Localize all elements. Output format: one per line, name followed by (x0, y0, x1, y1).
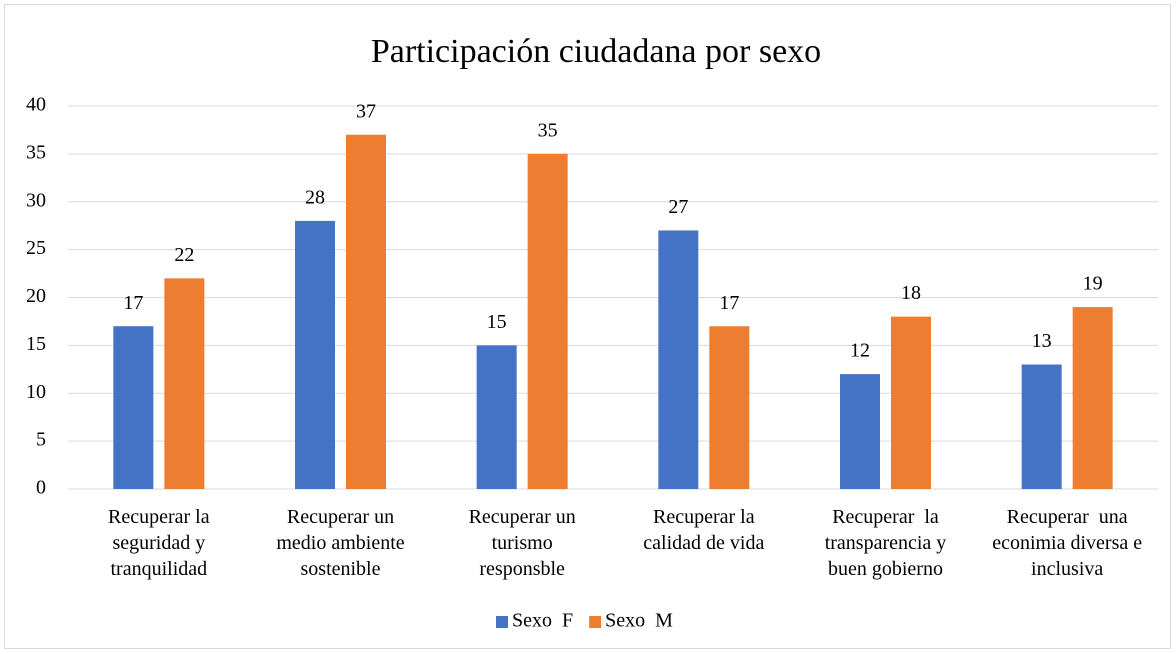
y-tick-label: 20 (26, 285, 46, 307)
bar (840, 374, 880, 489)
data-label: 17 (719, 292, 739, 314)
legend-swatch (496, 616, 508, 628)
data-label: 19 (1083, 273, 1103, 295)
bar (295, 220, 335, 489)
y-tick-label: 15 (26, 333, 46, 355)
x-tick-label: Recuperar la seguridad y tranquilidad (108, 506, 210, 580)
bar (658, 230, 699, 489)
y-tick-label: 10 (26, 381, 46, 403)
bar (1072, 307, 1113, 489)
data-label: 18 (901, 282, 921, 304)
bar (891, 316, 931, 489)
legend-label: Sexo F (512, 610, 573, 632)
x-tick-label: Recuperar la calidad de vida (643, 506, 764, 554)
y-tick-label: 30 (26, 189, 46, 211)
data-label: 37 (356, 100, 376, 122)
y-tick-label: 40 (26, 94, 46, 116)
x-tick-label: Recuperar una econimia diversa e inclusiva (992, 506, 1142, 580)
legend-label: Sexo M (605, 610, 673, 632)
legend-swatch (589, 616, 602, 628)
data-label: 28 (305, 186, 325, 208)
data-label: 15 (487, 311, 507, 333)
bar (164, 278, 205, 489)
x-tick-label: Recuperar un turismo responsble (469, 506, 576, 580)
y-tick-label: 0 (36, 477, 46, 499)
x-tick-label: Recuperar un medio ambiente sostenible (276, 506, 404, 580)
bar (709, 326, 750, 489)
data-label: 22 (174, 244, 194, 266)
data-label: 35 (538, 119, 558, 141)
data-label: 12 (850, 340, 870, 362)
bar (476, 345, 517, 489)
data-label: 13 (1032, 330, 1052, 352)
y-tick-label: 25 (26, 237, 46, 259)
data-label: 27 (668, 196, 688, 218)
y-tick-label: 35 (26, 141, 46, 163)
bar (1021, 364, 1062, 489)
x-tick-label: Recuperar la transparencia y buen gobierno (825, 506, 947, 580)
y-tick-label: 5 (36, 429, 46, 451)
bar (527, 153, 568, 489)
chart-title: Participación ciudadana por sexo (371, 33, 821, 70)
data-label: 17 (123, 292, 143, 314)
bar (113, 326, 154, 489)
bar (346, 134, 386, 489)
